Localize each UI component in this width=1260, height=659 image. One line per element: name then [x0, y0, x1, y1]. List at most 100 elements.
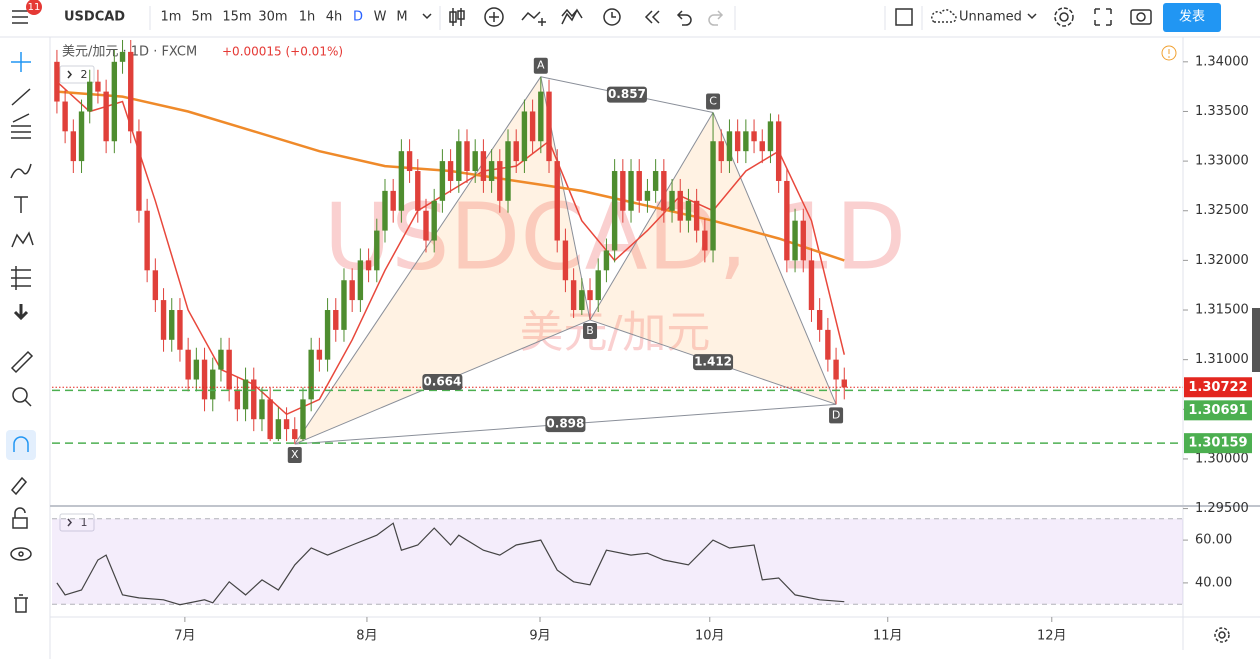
interval[interactable]: M: [396, 10, 407, 25]
interval[interactable]: 30m: [258, 10, 287, 25]
candle-body: [677, 190, 683, 221]
interval[interactable]: 1m: [161, 10, 182, 25]
y-tick-label: 40.00: [1195, 575, 1232, 590]
fullscreen-icon[interactable]: [1094, 8, 1112, 26]
price-box: [1184, 400, 1252, 421]
y-tick-label: 1.30000: [1195, 451, 1249, 466]
pattern-point-label: X: [291, 448, 299, 461]
candle-body: [62, 101, 68, 132]
x-tick-label: 10月: [695, 629, 725, 644]
redo-icon[interactable]: [708, 10, 724, 26]
badge: [26, 0, 42, 15]
scroll-handle[interactable]: [1252, 308, 1260, 372]
interval[interactable]: 4h: [326, 10, 343, 25]
ratio-box: [606, 86, 647, 103]
drawing-tools-2[interactable]: [10, 436, 32, 613]
price-box-label: 1.30159: [1188, 436, 1247, 451]
candle-body: [251, 379, 257, 420]
candle-body: [136, 131, 142, 211]
candle-body: [644, 190, 651, 201]
pattern-point-label: B: [586, 324, 594, 337]
menu-icon[interactable]: [12, 10, 28, 24]
y-tick-label: 1.31500: [1195, 303, 1249, 318]
alert-icon[interactable]: [603, 8, 621, 26]
candle-body: [349, 280, 355, 301]
publish-label[interactable]: 发表: [1179, 9, 1205, 25]
candle-body: [54, 61, 60, 102]
candle-body: [652, 171, 659, 191]
candle-body: [759, 141, 765, 152]
candle-body: [234, 389, 241, 410]
candle-body: [800, 220, 806, 261]
interval[interactable]: 5m: [192, 10, 213, 25]
candle-body: [505, 141, 511, 201]
candle-body: [439, 161, 446, 201]
price-box: [1184, 377, 1252, 398]
candle-body: [669, 190, 675, 211]
candle-body: [415, 171, 421, 211]
undo-icon[interactable]: [676, 10, 692, 26]
settings-icon[interactable]: [1054, 7, 1074, 27]
axis-settings-icon[interactable]: [1214, 627, 1230, 643]
candle-body: [620, 171, 626, 211]
x-tick-label: 11月: [873, 629, 903, 644]
candle-body: [570, 280, 577, 311]
ratio-label: 0.898: [546, 417, 584, 431]
candle-body: [767, 121, 774, 152]
interval-selected[interactable]: D: [353, 10, 363, 25]
candle-body: [611, 171, 618, 251]
chart-type-icon[interactable]: [449, 8, 465, 26]
layout-icon[interactable]: [895, 8, 913, 26]
y-tick-label: 1.33500: [1195, 104, 1249, 119]
candle-body: [685, 200, 692, 221]
publish-button[interactable]: [1163, 3, 1221, 32]
ratio-label: 0.857: [608, 87, 646, 101]
candle-body: [398, 151, 405, 211]
interval[interactable]: 1h: [299, 10, 316, 25]
candle-body: [546, 91, 552, 162]
snapshot-icon[interactable]: [1130, 9, 1152, 25]
indicators-icon[interactable]: [484, 7, 504, 27]
y-tick-label: 1.33000: [1195, 154, 1249, 169]
candle-body: [554, 161, 560, 241]
templates-icon[interactable]: [561, 8, 583, 25]
candle-body: [529, 111, 536, 142]
candle-body: [816, 310, 823, 330]
compare-icon[interactable]: [521, 11, 546, 26]
candle-body: [160, 300, 167, 340]
candle-body: [693, 200, 700, 231]
candle-body: [70, 131, 77, 162]
drawing-tools[interactable]: [10, 52, 34, 407]
indicator-toggle[interactable]: [59, 65, 95, 84]
candle-body: [177, 310, 183, 350]
interval[interactable]: 15m: [222, 10, 251, 25]
candle-body: [464, 141, 470, 172]
price-box-label: 1.30691: [1188, 403, 1247, 418]
candle-body: [78, 111, 85, 162]
legend-change: +0.00015 (+0.01%): [222, 45, 343, 59]
candle-body: [87, 81, 93, 112]
candle-body: [628, 171, 634, 211]
ratio-box: [422, 373, 463, 390]
candle-body: [480, 151, 487, 181]
symbol[interactable]: USDCAD: [64, 10, 125, 25]
candle-body: [185, 349, 191, 380]
candle-body: [488, 161, 495, 181]
interval-dropdown[interactable]: [422, 13, 432, 20]
layout-name[interactable]: Unnamed: [959, 10, 1022, 25]
candle-body: [226, 349, 232, 390]
y-tick-label: 1.34000: [1195, 54, 1249, 69]
y-tick-label: 1.32500: [1195, 203, 1249, 218]
candle-body: [128, 51, 134, 132]
replay-icon[interactable]: [644, 10, 660, 24]
magnet-bg[interactable]: [6, 430, 36, 460]
candle-body: [661, 171, 667, 211]
candle-body: [144, 210, 150, 271]
interval[interactable]: W: [374, 10, 387, 25]
info-icon[interactable]: [1161, 45, 1177, 61]
layout-dropdown[interactable]: [1027, 13, 1037, 20]
candle-body: [324, 310, 331, 360]
indicator-toggle[interactable]: [59, 513, 95, 532]
pattern-point-box: [706, 93, 721, 110]
